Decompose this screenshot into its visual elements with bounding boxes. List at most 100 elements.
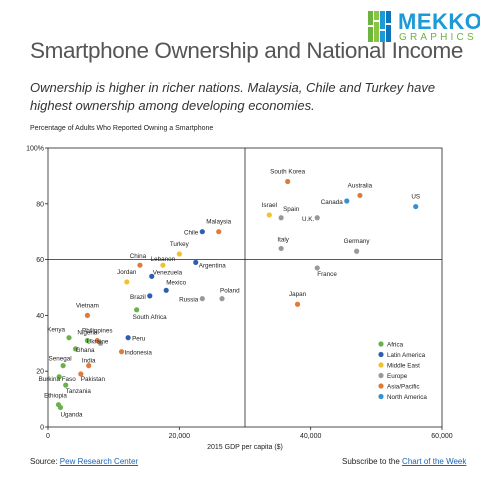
data-label-indonesia: Indonesia [125,350,153,357]
data-point-canada [344,198,350,204]
logo-text-graphics: GRAPHICS [399,32,477,43]
logo-bar-icon [386,25,391,42]
logo-bar-icon [374,22,379,42]
logo-bar-icon [368,11,373,25]
legend-label: Asia/Pacific [387,383,420,390]
data-label-us: US [411,194,420,201]
data-point-ghana [72,346,79,352]
data-label-canada: Canada [321,199,344,206]
data-point-turkey [176,251,182,257]
page-title: Smartphone Ownership and National Income [30,38,464,63]
data-point-italy [278,245,284,252]
data-point-uganda [57,404,64,411]
source-note: Source: Pew Research Center [30,457,138,466]
data-point-jordan [124,279,130,285]
data-point-senegal [60,363,66,369]
logo-bar-icon [386,11,391,23]
data-label-philippines: Philippines [82,328,112,335]
data-label-japan: Japan [289,291,307,298]
data-point-south-korea [285,178,291,185]
data-label-venezuela: Venezuela [153,269,183,276]
logo-bar-icon [380,31,385,42]
y-tick-label: 20 [36,369,44,376]
legend-label: Middle East [387,362,420,369]
data-label-south-korea: South Korea [270,168,306,175]
data-point-u-k [314,215,320,221]
data-point-tanzania [63,382,69,388]
data-label-india: India [82,358,96,365]
data-point-argentina [193,259,199,265]
data-label-spain: Spain [283,206,300,213]
data-point-malaysia [216,229,222,235]
data-label-israel: Israel [262,202,277,209]
data-point-australia [357,192,363,199]
x-tick-label: 0 [46,433,50,440]
data-point-venezuela [149,273,155,279]
data-point-burkina-faso [56,374,62,380]
y-tick-label: 100% [26,146,44,153]
x-tick-label: 60,000 [431,433,453,440]
data-point-peru [125,335,131,341]
data-point-poland [219,296,225,302]
data-point-south-africa [134,307,140,313]
y-tick-label: 80 [36,201,44,208]
data-label-australia: Australia [348,182,373,189]
data-label-malaysia: Malaysia [206,219,231,226]
data-label-france: France [317,271,337,278]
data-point-nigeria [84,337,90,344]
data-point-ukraine [97,340,104,346]
x-tick-label: 40,000 [300,433,322,440]
data-label-russia: Russia [179,297,199,304]
subscribe-link[interactable]: Chart of the Week [402,457,467,466]
data-label-uganda: Uganda [60,411,83,418]
data-label-chile: Chile [184,230,199,237]
data-label-mexico: Mexico [166,279,186,286]
data-label-argentina: Argentina [199,262,226,269]
data-label-turkey: Turkey [170,241,190,248]
data-point-japan [294,301,301,307]
data-label-poland: Poland [220,288,240,295]
legend-label: Latin America [387,352,426,359]
data-label-italy: Italy [277,236,289,243]
data-point-israel [266,212,272,218]
logo-bar-icon [380,11,385,29]
data-point-indonesia [118,349,125,355]
data-point-china [137,262,143,268]
legend-marker [378,362,384,368]
data-label-u-k: U.K. [302,216,314,223]
data-point-russia [199,296,205,302]
source-link[interactable]: Pew Research Center [59,457,139,466]
data-point-france [314,265,320,271]
legend-label: Africa [387,341,404,348]
data-label-vietnam: Vietnam [76,302,99,309]
legend-marker [378,383,384,389]
data-point-mexico [163,287,169,293]
data-label-ghana: Ghana [76,347,95,354]
data-point-vietnam [84,312,90,318]
legend-marker [378,341,384,347]
data-label-kenya: Kenya [47,327,65,334]
data-point-brazil [147,293,153,299]
x-axis-title: 2015 GDP per capita ($) [207,444,283,451]
data-label-ethiopia: Ethiopia [44,393,67,400]
data-point-germany [354,248,360,254]
subscribe-note: Subscribe to the Chart of the Week [342,457,466,466]
data-label-burkina-faso: Burkina Faso [39,376,77,383]
data-label-jordan: Jordan [117,269,137,276]
legend-marker [378,393,384,400]
x-tick-label: 20,000 [169,433,191,440]
data-label-lebanon: Lebanon [151,256,176,263]
legend-label: North America [387,394,427,401]
data-label-brazil: Brazil [130,294,146,301]
data-point-lebanon [160,262,166,268]
legend-marker [378,372,384,379]
data-point-spain [278,215,284,221]
y-tick-label: 60 [36,257,44,264]
data-label-china: China [130,253,147,260]
mekko-graphics-logo: MEKKO GRAPHICS [368,9,480,44]
legend-marker [378,351,384,358]
data-label-ukraine: Ukraine [87,338,109,345]
data-label-tanzania: Tanzania [66,388,92,395]
data-point-kenya [66,335,72,341]
